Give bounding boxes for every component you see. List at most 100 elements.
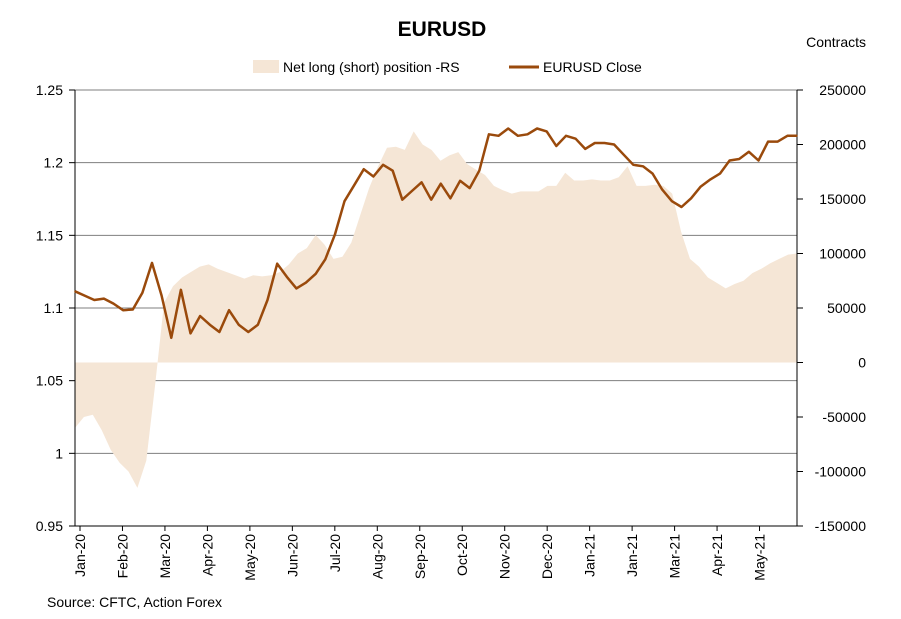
legend-area-label: Net long (short) position -RS bbox=[283, 59, 460, 75]
eurusd-point bbox=[709, 178, 712, 181]
eurusd-point bbox=[748, 151, 750, 153]
eurusd-point bbox=[276, 262, 279, 265]
x-axis-tick-label: Apr-20 bbox=[199, 534, 215, 576]
eurusd-point bbox=[699, 185, 702, 188]
eurusd-point bbox=[305, 281, 307, 284]
eurusd-point bbox=[112, 302, 115, 305]
eurusd-point bbox=[199, 315, 201, 317]
source-note: Source: CFTC, Action Forex bbox=[47, 594, 222, 610]
x-axis-tick-label: Mar-21 bbox=[667, 534, 683, 579]
right-axis-tick-label: 200000 bbox=[819, 137, 866, 153]
x-axis-tick-label: Jan-21 bbox=[624, 534, 640, 577]
net-position-area-fill bbox=[75, 131, 797, 488]
left-axis-tick-label: 1.05 bbox=[36, 373, 63, 389]
eurusd-point bbox=[401, 198, 404, 201]
eurusd-point bbox=[151, 262, 153, 264]
eurusd-point bbox=[478, 169, 481, 172]
eurusd-point bbox=[420, 181, 423, 184]
eurusd-point bbox=[536, 127, 538, 130]
right-axis-tick-label: 150000 bbox=[819, 191, 866, 207]
eurusd-point bbox=[584, 148, 586, 150]
eurusd-point bbox=[661, 188, 663, 191]
eurusd-point bbox=[141, 291, 144, 294]
eurusd-point bbox=[690, 197, 692, 200]
eurusd-point bbox=[449, 197, 452, 200]
eurusd-point bbox=[122, 309, 124, 312]
eurusd-point bbox=[160, 294, 163, 297]
right-axis-tick-label: 100000 bbox=[819, 246, 866, 262]
left-axis-tick-label: 0.95 bbox=[36, 518, 63, 534]
eurusd-point bbox=[247, 331, 250, 333]
eurusd-point bbox=[728, 159, 731, 162]
eurusd-point bbox=[334, 233, 336, 236]
left-axis-tick-label: 1.2 bbox=[44, 155, 64, 171]
eurusd-point bbox=[594, 142, 596, 144]
eurusd-point bbox=[574, 137, 577, 140]
eurusd-point bbox=[74, 290, 76, 293]
eurusd-point bbox=[497, 135, 500, 137]
eurusd-point bbox=[170, 337, 173, 339]
eurusd-line bbox=[74, 127, 798, 340]
x-axis-tick-label: Nov-20 bbox=[497, 534, 513, 579]
x-axis-tick-label: Mar-20 bbox=[157, 534, 173, 579]
eurusd-point bbox=[786, 135, 789, 137]
left-axis-tick-label: 1.15 bbox=[36, 227, 63, 243]
eurusd-point bbox=[180, 289, 182, 291]
eurusd-point bbox=[651, 172, 654, 175]
eurusd-point bbox=[757, 159, 760, 162]
x-axis-tick-label: Apr-21 bbox=[709, 534, 725, 576]
x-axis-tick-label: Jan-20 bbox=[72, 534, 88, 577]
eurusd-point bbox=[372, 175, 375, 178]
eurusd-point bbox=[411, 190, 413, 192]
left-axis-tick-label: 1 bbox=[55, 445, 63, 461]
eurusd-point bbox=[738, 158, 740, 160]
x-axis-tick-label: Feb-20 bbox=[114, 534, 130, 579]
eurusd-point bbox=[391, 169, 394, 172]
legend: Net long (short) position -RS EURUSD Clo… bbox=[253, 59, 642, 75]
eurusd-point bbox=[324, 258, 327, 261]
eurusd-point bbox=[382, 164, 384, 166]
eurusd-point bbox=[440, 182, 442, 185]
eurusd-point bbox=[603, 142, 606, 144]
eurusd-point bbox=[286, 276, 288, 278]
right-axis-tick-label: -100000 bbox=[815, 464, 867, 480]
x-axis-tick-label: Jul-20 bbox=[327, 534, 343, 572]
left-axis-tick-label: 1.1 bbox=[44, 300, 64, 316]
eurusd-point bbox=[632, 164, 635, 166]
eurusd-point bbox=[295, 287, 298, 290]
chart-title: EURUSD bbox=[398, 18, 487, 41]
eurusd-point bbox=[796, 135, 798, 137]
legend-line-label: EURUSD Close bbox=[543, 59, 642, 75]
eurusd-point bbox=[459, 180, 461, 182]
eurusd-point bbox=[266, 299, 269, 301]
x-axis-tick-label: Sep-20 bbox=[412, 534, 428, 579]
eurusd-point bbox=[719, 172, 721, 175]
eurusd-point bbox=[642, 165, 644, 168]
eurusd-point bbox=[343, 200, 346, 202]
eurusd-point bbox=[83, 294, 86, 297]
eurusd-point bbox=[671, 200, 673, 202]
eurusd-point bbox=[209, 323, 211, 326]
eurusd-close-line bbox=[74, 127, 797, 340]
eurusd-point bbox=[565, 135, 567, 137]
eurusd-point bbox=[622, 153, 625, 156]
eurusd-point bbox=[189, 332, 192, 335]
eurusd-point bbox=[767, 140, 769, 143]
x-axis-tick-label: Oct-20 bbox=[454, 534, 470, 576]
right-axis-label: Contracts bbox=[806, 34, 866, 50]
legend-area-swatch bbox=[253, 60, 279, 73]
eurusd-point bbox=[555, 145, 558, 147]
net-position-area bbox=[75, 131, 797, 488]
eurusd-point bbox=[517, 135, 519, 137]
eurusd-point bbox=[218, 331, 221, 333]
eurusd-point bbox=[103, 297, 105, 300]
eurusd-point bbox=[314, 273, 317, 275]
x-axis-tick-label: Dec-20 bbox=[539, 534, 555, 579]
eurusd-point bbox=[353, 184, 356, 186]
eurusd-point bbox=[228, 309, 230, 312]
eurusd-point bbox=[545, 130, 548, 133]
eurusd-point bbox=[680, 206, 683, 208]
x-axis-tick-label: Jan-21 bbox=[582, 534, 598, 577]
